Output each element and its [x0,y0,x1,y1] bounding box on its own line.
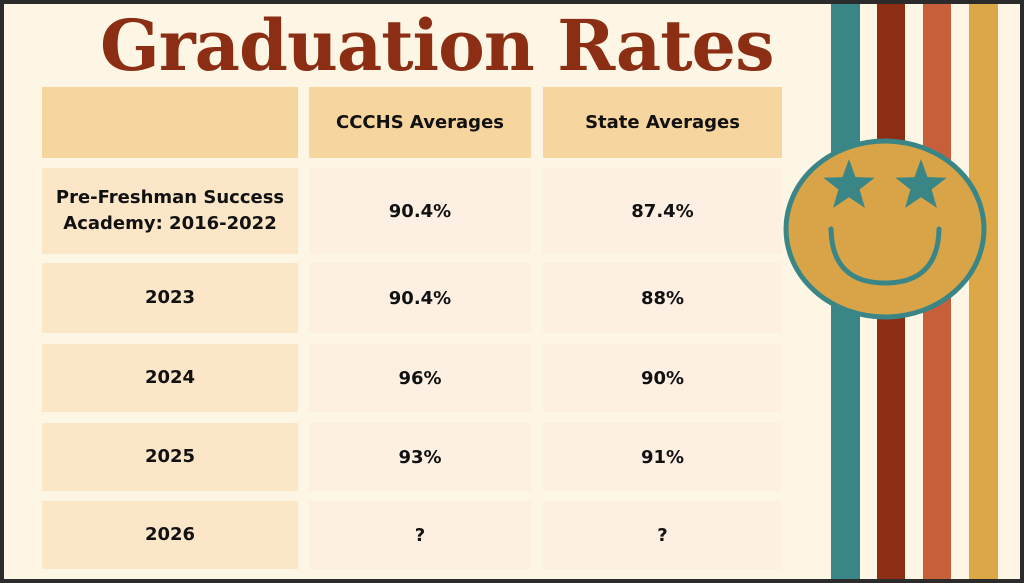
state-value: 88% [543,263,782,333]
ccchs-value: 90.4% [309,263,531,333]
row-label: Pre-Freshman Success Academy: 2016-2022 [42,168,298,254]
ccchs-value: 96% [309,344,531,412]
row-label: 2024 [42,344,298,412]
ccchs-value: 90.4% [309,168,531,254]
ccchs-value: ? [309,501,531,569]
page-title: Graduation Rates [100,4,775,87]
ccchs-value: 93% [309,423,531,491]
table-header-state: State Averages [543,87,782,158]
row-label: 2026 [42,501,298,569]
row-label: 2023 [42,263,298,333]
smile-mouth [828,226,942,286]
star-eye-right-icon [895,159,947,208]
table-header-ccchs: CCCHS Averages [309,87,531,158]
row-label: 2025 [42,423,298,491]
decorative-stripe-gold [969,4,998,579]
star-eye-left-icon [823,159,875,208]
state-value: 91% [543,423,782,491]
slide: Graduation Rates CCCHS Averages State Av… [4,4,1020,579]
state-value: 87.4% [543,168,782,254]
table-header-blank [42,87,298,158]
state-value: ? [543,501,782,569]
star-eyes-smiley-icon [783,138,987,320]
state-value: 90% [543,344,782,412]
